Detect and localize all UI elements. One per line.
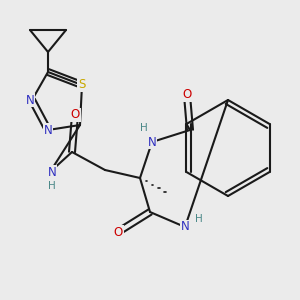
Text: S: S <box>78 79 86 92</box>
Text: N: N <box>181 220 189 233</box>
Text: O: O <box>70 109 80 122</box>
Text: O: O <box>182 88 192 101</box>
Text: N: N <box>44 124 52 136</box>
Text: O: O <box>113 226 123 238</box>
Text: N: N <box>148 136 156 148</box>
Text: N: N <box>48 166 56 178</box>
Text: H: H <box>195 214 203 224</box>
Text: H: H <box>140 123 148 133</box>
Text: H: H <box>48 181 56 191</box>
Text: N: N <box>26 94 34 106</box>
